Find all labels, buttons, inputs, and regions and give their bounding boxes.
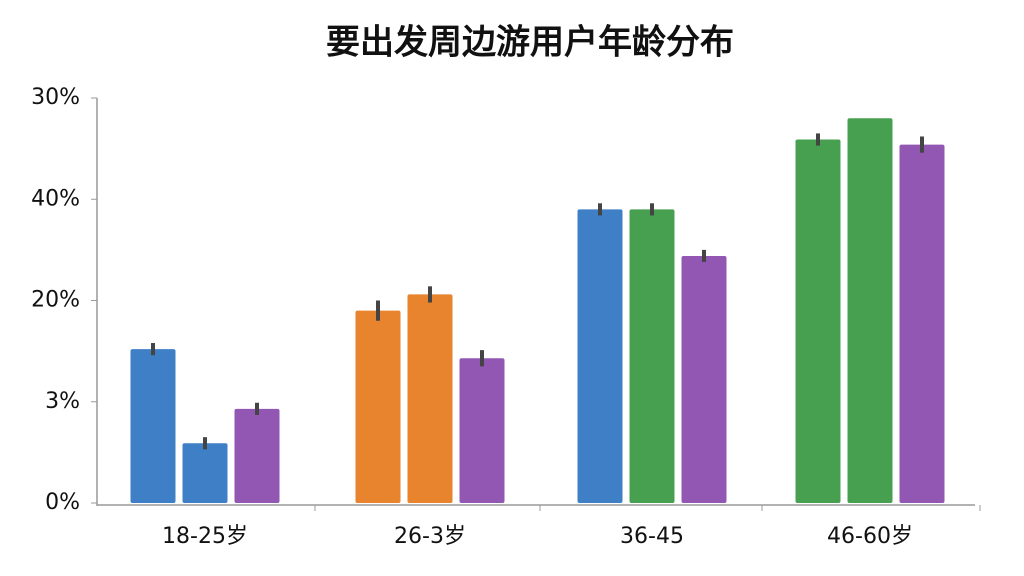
chart-title: 要出发周边游用户年龄分布: [326, 23, 734, 63]
x-tick-label: 46-60岁: [827, 524, 913, 549]
bar: [681, 255, 727, 503]
y-tick-label: 3%: [45, 389, 80, 414]
bar: [355, 310, 401, 503]
bar: [182, 443, 228, 503]
bar: [459, 358, 505, 503]
x-tick-label: 36-45: [620, 524, 684, 549]
y-tick-label: 20%: [31, 288, 80, 313]
bar: [795, 139, 841, 503]
bar: [899, 144, 945, 503]
x-tick-label: 26-3岁: [394, 524, 466, 549]
x-tick-label: 18-25岁: [162, 524, 248, 549]
bar: [130, 349, 176, 503]
bar: [234, 408, 280, 503]
y-tick-label: 0%: [45, 490, 80, 515]
y-tick-label: 40%: [31, 186, 80, 211]
bar: [407, 294, 453, 503]
bar: [847, 118, 893, 503]
y-tick-label: 30%: [31, 85, 80, 110]
bar: [577, 209, 623, 503]
bar: [629, 209, 675, 503]
